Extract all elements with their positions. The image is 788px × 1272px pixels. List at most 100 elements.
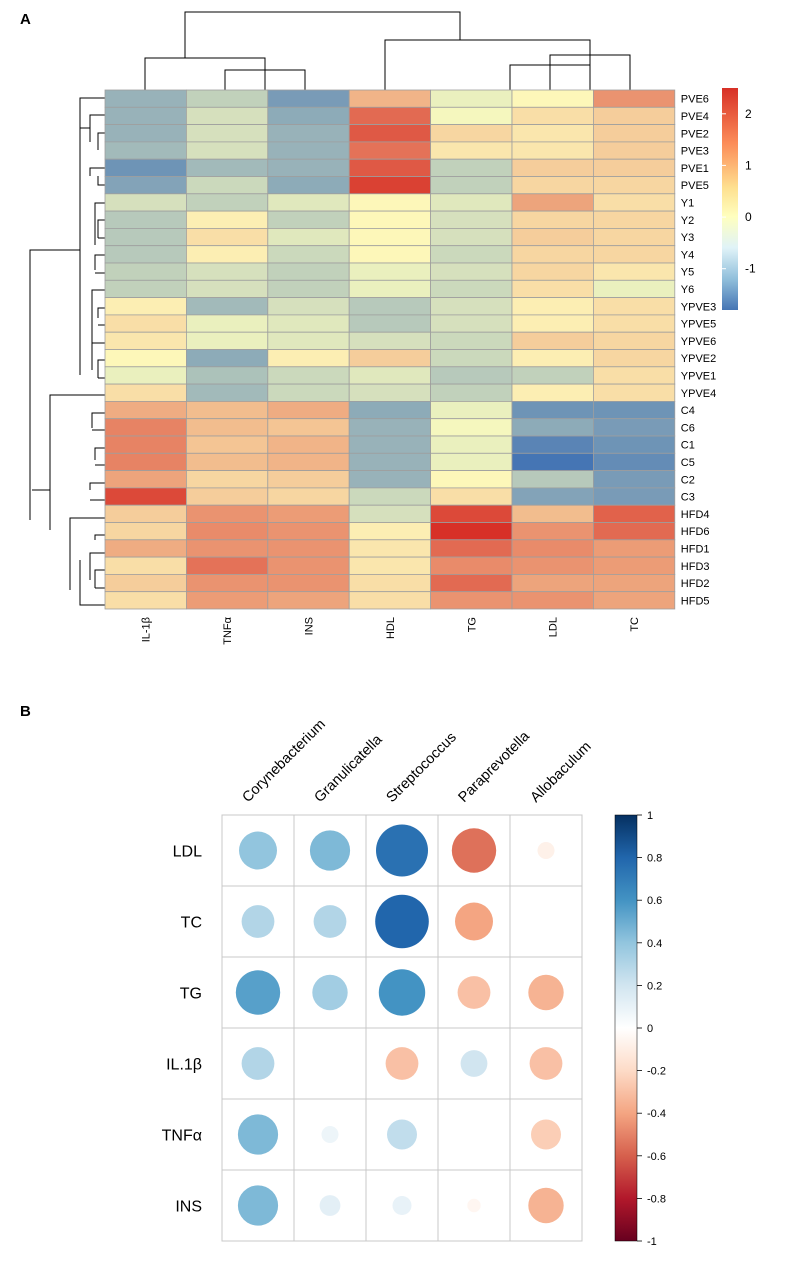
correlation-circle <box>235 970 281 1015</box>
heatmap-cell <box>185 487 269 506</box>
heatmap-cell <box>267 349 350 368</box>
heatmap-cell <box>267 452 350 471</box>
panel-b-label: B <box>20 703 31 720</box>
legend-tick-label: 1 <box>647 810 653 822</box>
column-label: TC <box>629 617 641 632</box>
heatmap-cell <box>104 141 187 160</box>
heatmap-cell <box>511 522 594 541</box>
correlation-column-label: Paraprevotella <box>456 728 534 806</box>
heatmap-cell <box>267 210 350 229</box>
legend-tick-label: 1 <box>745 158 752 172</box>
heatmap-cell <box>267 89 350 108</box>
heatmap-cell <box>348 452 432 471</box>
heatmap-cell <box>511 400 594 420</box>
panel-a-label: A <box>20 11 31 28</box>
heatmap-cell <box>185 435 269 454</box>
heatmap-cell <box>593 591 676 610</box>
correlation-circle <box>376 824 428 877</box>
heatmap-cell <box>348 470 432 489</box>
heatmap-cell <box>511 106 594 126</box>
heatmap-cell <box>348 487 432 506</box>
heatmap-a-legend-colorbar <box>722 88 738 310</box>
heatmap-cell <box>267 418 350 437</box>
heatmap-cell <box>104 89 187 108</box>
heatmap-cell <box>267 435 350 454</box>
heatmap-cell <box>430 591 513 610</box>
heatmap-cell <box>430 245 513 264</box>
heatmap-cell <box>511 89 594 108</box>
heatmap-cell <box>185 176 269 195</box>
heatmap-cell <box>430 539 513 558</box>
heatmap-cell <box>348 176 432 195</box>
heatmap-cell <box>267 193 350 212</box>
heatmap-cell <box>104 176 187 195</box>
heatmap-cell <box>267 176 350 195</box>
heatmap-cell <box>185 400 269 420</box>
heatmap-cell <box>185 418 269 437</box>
row-label: PVE5 <box>681 180 709 192</box>
correlation-circle <box>241 1047 275 1080</box>
correlation-circle <box>313 905 347 938</box>
heatmap-cell <box>430 210 513 229</box>
heatmap-cell <box>185 522 269 541</box>
row-dendrogram <box>29 97 105 606</box>
heatmap-cell <box>104 297 187 316</box>
legend-tick-label: -1 <box>647 1236 657 1248</box>
legend-tick-label: -0.4 <box>647 1108 666 1120</box>
column-label: IL-1β <box>141 617 153 642</box>
heatmap-cell <box>104 504 187 523</box>
heatmap-cell <box>104 349 187 368</box>
heatmap-cell <box>348 539 432 558</box>
heatmap-cell <box>348 591 432 610</box>
heatmap-cell <box>430 349 513 368</box>
legend-tick-label: 0.4 <box>647 938 662 950</box>
heatmap-cell <box>593 106 676 126</box>
heatmap-cell <box>185 366 269 385</box>
heatmap-cell <box>185 556 269 575</box>
heatmap-cell <box>348 89 432 108</box>
heatmap-cell <box>593 349 676 368</box>
heatmap-cell <box>593 556 676 575</box>
heatmap-cell <box>267 574 350 593</box>
heatmap-cell <box>430 89 513 108</box>
column-dendrogram-branches <box>144 11 631 90</box>
row-label: HFD3 <box>681 561 710 573</box>
heatmap-cell <box>104 210 187 229</box>
heatmap-cell <box>593 227 676 247</box>
heatmap-cell <box>593 245 676 264</box>
heatmap-cell <box>267 314 350 333</box>
heatmap-cell <box>348 158 432 177</box>
heatmap-cell <box>104 418 187 437</box>
correlation-circle <box>241 905 275 938</box>
row-label: C3 <box>681 492 695 504</box>
correlation-row-label: IL.1β <box>166 1057 202 1074</box>
correlation-cell <box>509 885 583 958</box>
heatmap-cell <box>511 193 594 212</box>
row-label: Y4 <box>681 249 694 261</box>
correlation-circle <box>392 1196 412 1215</box>
heatmap-cell <box>593 262 676 281</box>
heatmap-cell <box>511 141 594 160</box>
heatmap-cell <box>104 331 187 350</box>
heatmap-cell <box>267 297 350 316</box>
correlation-circle <box>387 1119 417 1150</box>
heatmap-cell <box>348 227 432 247</box>
column-label: TG <box>466 617 478 632</box>
heatmap-cell <box>104 591 187 610</box>
row-dendrogram-branches <box>29 97 105 606</box>
heatmap-cell <box>104 556 187 575</box>
heatmap-cell <box>511 297 594 316</box>
heatmap-cell <box>511 227 594 247</box>
legend-tick-label: 0 <box>647 1023 653 1035</box>
heatmap-cell <box>593 297 676 316</box>
heatmap-cell <box>267 262 350 281</box>
heatmap-cell <box>104 106 187 126</box>
column-label: LDL <box>548 617 560 637</box>
legend-tick-label: 0.6 <box>647 895 662 907</box>
heatmap-cell <box>593 314 676 333</box>
heatmap-cell <box>430 366 513 385</box>
legend-tick-label: -0.2 <box>647 1066 666 1078</box>
heatmap-cell <box>430 383 513 402</box>
heatmap-cell <box>267 158 350 177</box>
